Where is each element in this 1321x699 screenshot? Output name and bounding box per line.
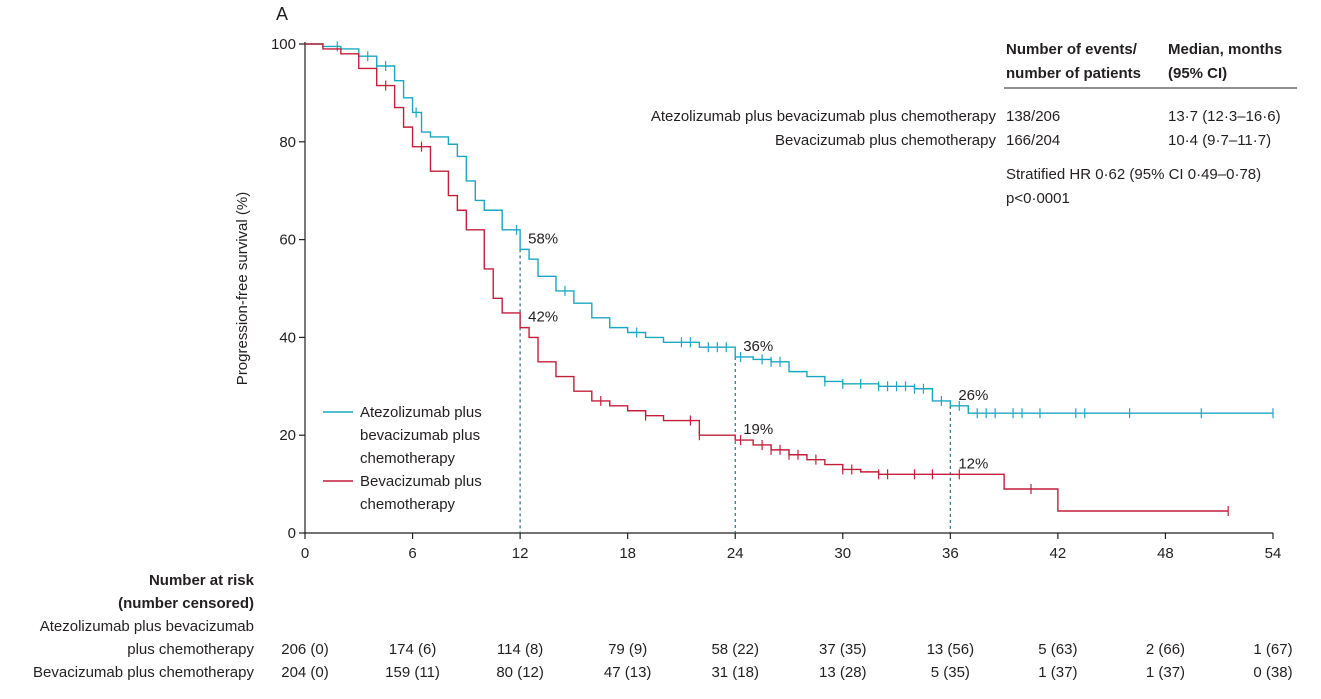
risk-value: 2 (66) — [1146, 641, 1185, 658]
risk-value: 174 (6) — [389, 641, 437, 658]
risk-value: 13 (28) — [819, 664, 867, 681]
x-tick-label: 54 — [1265, 545, 1282, 562]
y-tick-label: 80 — [279, 134, 296, 151]
risk-value: 1 (37) — [1038, 664, 1077, 681]
risk-value: 1 (37) — [1146, 664, 1185, 681]
summary-header-median: Median, months — [1168, 41, 1282, 58]
legend-label: chemotherapy — [360, 496, 456, 513]
risk-row-label: Bevacizumab plus chemotherapy — [33, 664, 254, 681]
risk-table-title: (number censored) — [118, 595, 254, 612]
risk-value: 0 (38) — [1253, 664, 1292, 681]
percent-annotation: 42% — [528, 309, 558, 326]
risk-table-title: Number at risk — [149, 572, 255, 589]
percent-annotation: 58% — [528, 230, 558, 247]
risk-value: 1 (67) — [1253, 641, 1292, 658]
risk-row-label: plus chemotherapy — [127, 641, 254, 658]
risk-value: 31 (18) — [711, 664, 759, 681]
y-tick-label: 100 — [271, 36, 296, 53]
risk-value: 114 (8) — [497, 641, 543, 658]
risk-value: 47 (13) — [604, 664, 652, 681]
y-tick-label: 60 — [279, 232, 296, 249]
y-axis-label: Progression-free survival (%) — [234, 192, 251, 385]
risk-value: 5 (63) — [1038, 641, 1077, 658]
summary-row-label: Bevacizumab plus chemotherapy — [775, 132, 996, 149]
panel-label: A — [276, 4, 288, 24]
x-tick-label: 12 — [512, 545, 529, 562]
summary-header-events: number of patients — [1006, 65, 1141, 82]
summary-row-events: 138/206 — [1006, 108, 1060, 125]
y-tick-label: 20 — [279, 427, 296, 444]
x-tick-label: 48 — [1157, 545, 1174, 562]
summary-row-label: Atezolizumab plus bevacizumab plus chemo… — [651, 108, 997, 125]
legend-label: Atezolizumab plus — [360, 404, 482, 421]
risk-value: 13 (56) — [927, 641, 975, 658]
y-tick-label: 40 — [279, 329, 296, 346]
summary-header-events: Number of events/ — [1006, 41, 1138, 58]
x-tick-label: 6 — [408, 545, 416, 562]
legend-label: Bevacizumab plus — [360, 473, 482, 490]
risk-value: 159 (11) — [385, 664, 440, 681]
summary-row-median: 13·7 (12·3–16·6) — [1168, 108, 1281, 125]
risk-row-label: Atezolizumab plus bevacizumab — [40, 618, 254, 635]
summary-header-median: (95% CI) — [1168, 65, 1227, 82]
summary-stat-line: p<0·0001 — [1006, 190, 1070, 207]
percent-annotation: 26% — [958, 387, 988, 404]
summary-stat-line: Stratified HR 0·62 (95% CI 0·49–0·78) — [1006, 166, 1261, 183]
x-tick-label: 36 — [942, 545, 959, 562]
risk-value: 79 (9) — [608, 641, 647, 658]
legend-label: bevacizumab plus — [360, 427, 480, 444]
summary-row-events: 166/204 — [1006, 132, 1060, 149]
series-line-0 — [305, 43, 1273, 414]
legend-label: chemotherapy — [360, 450, 456, 467]
y-tick-label: 0 — [288, 525, 296, 542]
summary-row-median: 10·4 (9·7–11·7) — [1168, 132, 1271, 149]
risk-value: 80 (12) — [496, 664, 544, 681]
x-tick-label: 30 — [834, 545, 851, 562]
x-tick-label: 18 — [619, 545, 636, 562]
percent-annotation: 19% — [743, 421, 773, 438]
risk-value: 204 (0) — [281, 664, 329, 681]
percent-annotation: 36% — [743, 338, 773, 355]
percent-annotation: 12% — [958, 455, 988, 472]
risk-value: 37 (35) — [819, 641, 867, 658]
x-tick-label: 42 — [1050, 545, 1067, 562]
x-tick-label: 24 — [727, 545, 744, 562]
x-tick-label: 0 — [301, 545, 309, 562]
risk-value: 5 (35) — [931, 664, 970, 681]
risk-value: 206 (0) — [281, 641, 329, 658]
risk-value: 58 (22) — [711, 641, 759, 658]
series-line-1 — [305, 43, 1229, 512]
